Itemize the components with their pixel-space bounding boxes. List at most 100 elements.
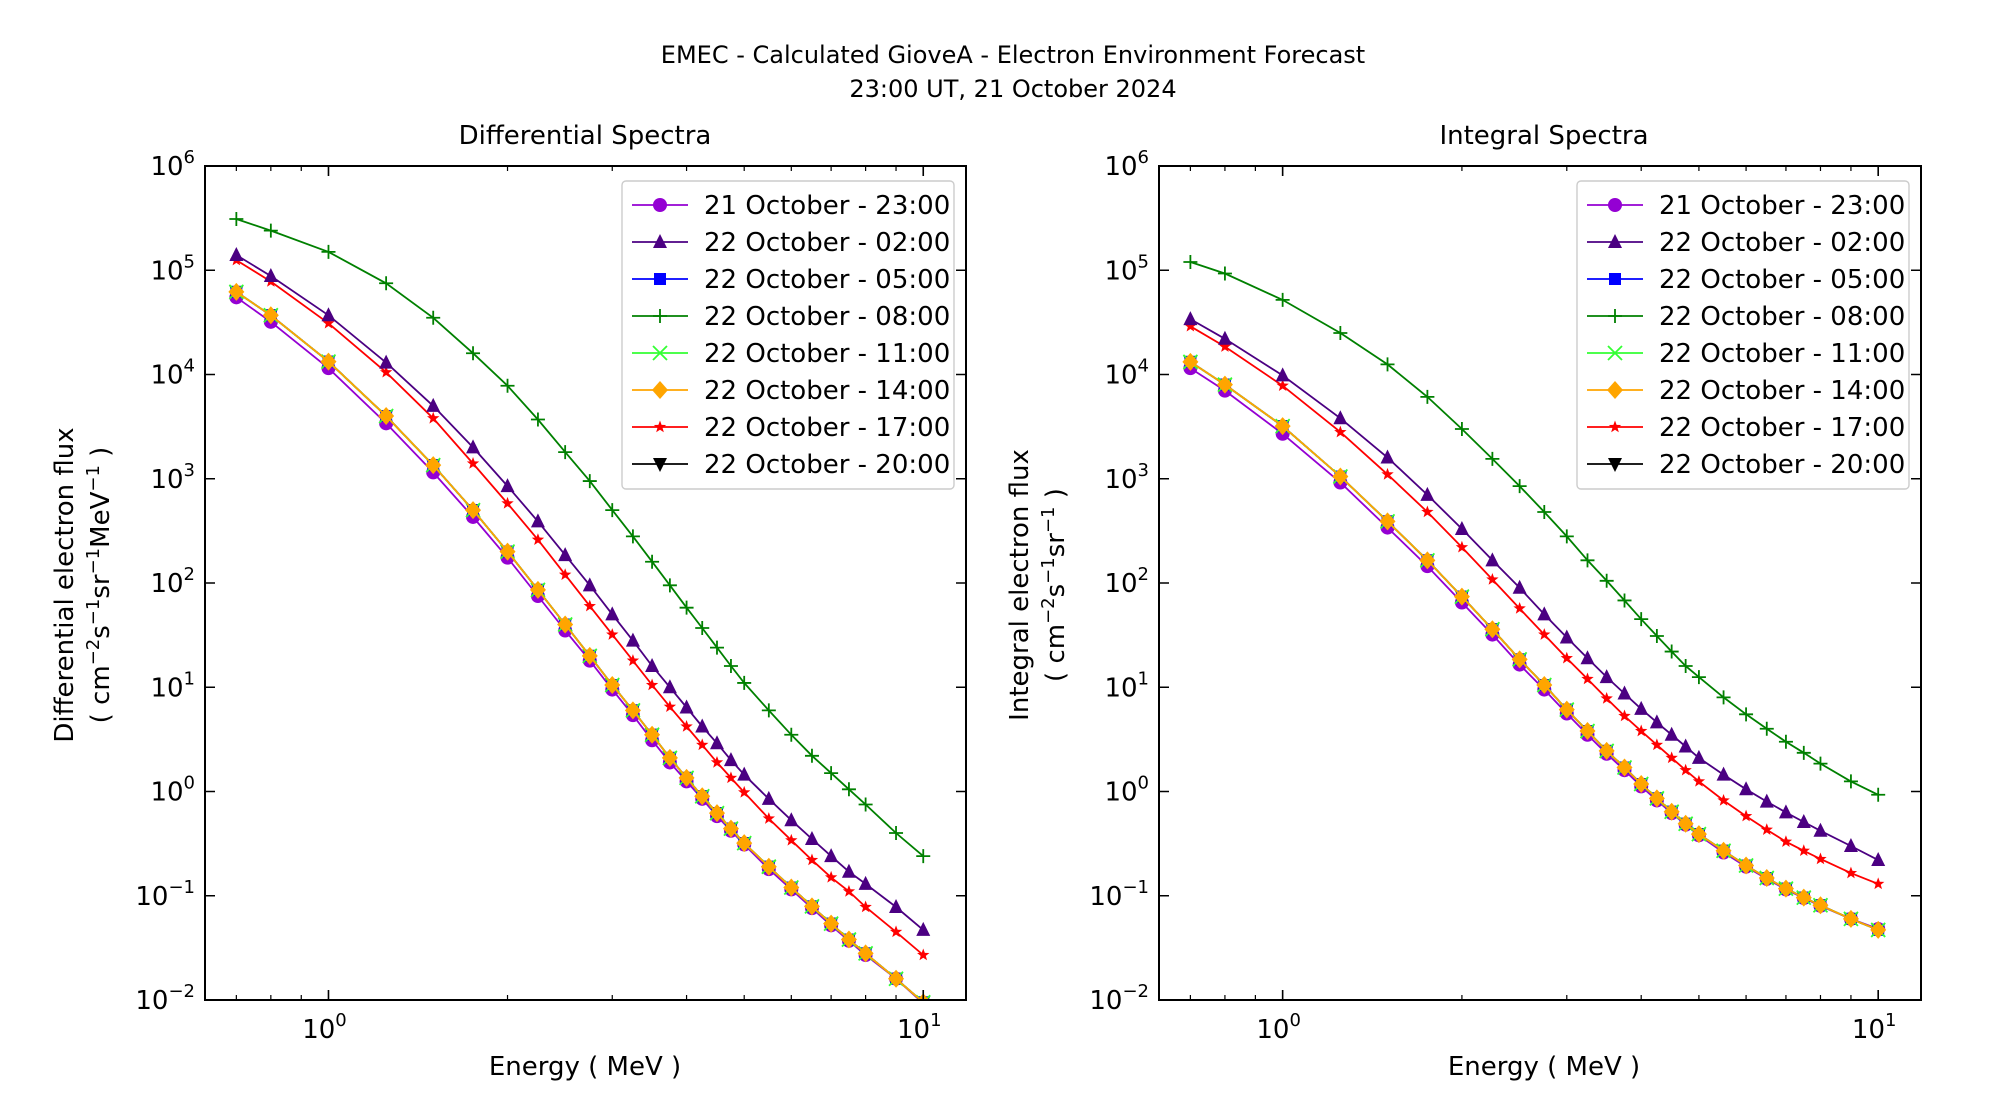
panel-integral-xlabel: Energy ( MeV )	[1448, 1052, 1640, 1082]
data-point	[582, 577, 597, 592]
data-point	[1663, 802, 1680, 821]
data-point	[1795, 888, 1812, 907]
data-point	[1649, 714, 1664, 729]
y-tick-label: 10−1	[1089, 877, 1149, 912]
data-point	[1813, 756, 1828, 771]
data-point	[680, 720, 693, 732]
legend-label: 22 October - 11:00	[1659, 339, 1905, 369]
ylabel-units-close: )	[1041, 488, 1071, 506]
data-point	[583, 599, 596, 612]
ylabel-units-open: ( cm	[86, 665, 116, 723]
panel-differential-ylabel-units: ( cm−2s−1sr−1MeV−1 )	[83, 447, 116, 724]
legend-item: 22 October - 02:00	[1587, 228, 1905, 258]
y-tick-label: 101	[150, 668, 195, 703]
data-point	[695, 718, 710, 733]
data-point	[709, 640, 724, 655]
data-point	[1182, 352, 1199, 371]
legend-item: 21 October - 23:00	[1587, 191, 1905, 221]
legend-label: 22 October - 02:00	[704, 228, 950, 258]
ylabel-units-sr: sr	[1041, 533, 1071, 558]
legend-item: 22 October - 05:00	[632, 265, 950, 295]
legend-item: 22 October - 20:00	[1587, 450, 1905, 480]
data-point	[824, 870, 838, 883]
data-point	[531, 533, 545, 545]
data-point	[1454, 520, 1469, 535]
legend-marker	[1607, 345, 1623, 361]
data-point	[466, 346, 481, 361]
legend-label: 22 October - 20:00	[1659, 450, 1905, 480]
data-point	[1814, 852, 1827, 865]
data-point	[557, 615, 574, 634]
y-tick-label: 101	[1104, 668, 1149, 703]
data-point	[1648, 789, 1665, 808]
data-point	[722, 819, 739, 838]
legend-marker	[653, 309, 667, 323]
data-point	[500, 378, 515, 393]
ylabel-units-exp1: −2	[1038, 597, 1059, 624]
data-point	[1617, 593, 1632, 608]
data-point	[1871, 787, 1886, 802]
series-star	[230, 253, 930, 961]
data-point	[696, 738, 709, 751]
legend-item: 22 October - 14:00	[632, 376, 950, 406]
data-point	[1777, 879, 1794, 898]
legend-marker	[653, 420, 667, 433]
x-tick-label: 101	[897, 1010, 942, 1045]
legend-label: 22 October - 14:00	[1659, 376, 1905, 406]
data-point	[322, 316, 335, 329]
panel-differential-ylabel-line1: Differential electron flux	[50, 427, 80, 742]
x-tick-label: 100	[302, 1010, 347, 1045]
data-point	[1842, 909, 1859, 928]
data-point	[1738, 856, 1755, 875]
series-plus	[229, 212, 931, 864]
data-point	[1419, 551, 1436, 570]
data-point	[1759, 721, 1774, 736]
data-point	[1813, 822, 1828, 837]
data-point	[229, 212, 244, 227]
data-point	[530, 513, 545, 528]
legend-item: 22 October - 11:00	[632, 339, 950, 369]
data-point	[723, 752, 738, 767]
data-point	[645, 678, 659, 691]
data-point	[1844, 866, 1858, 879]
data-point	[604, 676, 621, 695]
data-point	[378, 406, 395, 425]
data-point	[679, 600, 694, 615]
data-point	[1274, 417, 1291, 436]
data-point	[804, 748, 819, 763]
data-point	[1380, 449, 1395, 464]
data-point	[1872, 877, 1885, 890]
data-point	[1633, 775, 1650, 794]
data-point	[858, 797, 873, 812]
data-point	[695, 621, 710, 636]
data-point	[1778, 734, 1793, 749]
data-point	[379, 354, 394, 369]
data-point	[558, 445, 573, 460]
figure-title-line2: 23:00 UT, 21 October 2024	[849, 75, 1176, 103]
y-tick-label: 105	[150, 251, 195, 286]
data-point	[645, 554, 660, 569]
data-point	[1184, 319, 1197, 332]
data-point	[1512, 479, 1527, 494]
data-point	[857, 944, 874, 963]
panel-differential-ylabel: Differential electron flux	[50, 427, 80, 742]
panel-differential-xlabel: Energy ( MeV )	[489, 1052, 681, 1082]
data-point	[321, 307, 336, 322]
data-point	[841, 782, 856, 797]
y-tick-label: 100	[1104, 773, 1149, 808]
y-tick-label: 106	[150, 147, 195, 182]
legend-marker	[654, 273, 666, 285]
data-point	[228, 282, 245, 301]
ylabel-units-close: )	[86, 447, 116, 465]
data-point	[888, 969, 905, 988]
data-point	[1216, 375, 1233, 394]
ylabel-units-exp3: −1	[83, 548, 104, 575]
data-point	[858, 875, 873, 890]
data-point	[1334, 425, 1347, 438]
data-point	[425, 456, 442, 475]
data-point	[1421, 505, 1434, 518]
data-point	[1276, 379, 1289, 392]
data-point	[1275, 367, 1290, 382]
legend-marker	[652, 345, 668, 361]
data-point	[1218, 340, 1232, 352]
